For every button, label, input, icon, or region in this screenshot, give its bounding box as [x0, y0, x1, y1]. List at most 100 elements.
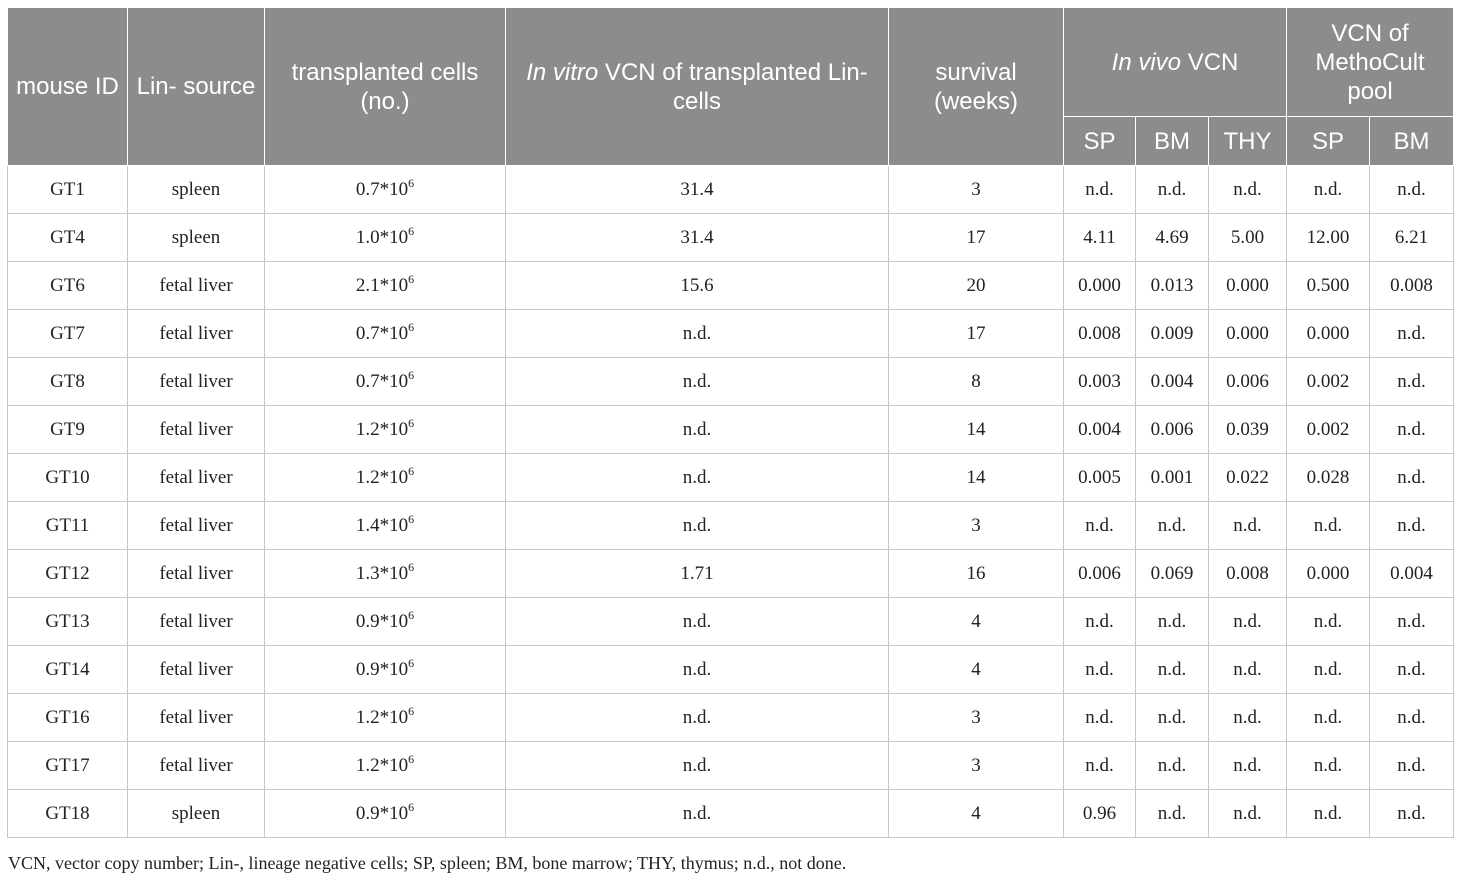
- cell-count-base: 0.9*10: [355, 802, 409, 824]
- cell-in-vivo-thy: 0.022: [1207, 453, 1288, 502]
- cell-transplanted-cells: 1.2*106: [264, 405, 506, 454]
- cell-in-vivo-sp: 0.003: [1063, 357, 1136, 406]
- cell-count-base: 2.1*10: [355, 274, 409, 296]
- cell-count-base: 1.2*10: [355, 418, 409, 440]
- table-row: GT14 fetal liver 0.9*106 n.d. 4 n.d. n.d. n.d. n…: [7, 645, 1455, 694]
- cell-transplanted-cells: 0.9*106: [264, 597, 506, 646]
- cell-count-base: 0.7*10: [355, 178, 409, 200]
- table-row: GT11 fetal liver 1.4*106 n.d. 3 n.d. n.d. n.d. n…: [7, 501, 1455, 550]
- table-body: GT1 spleen 0.7*106 31.4 3 n.d. n.d. n.d. n.d. n.d…: [7, 165, 1455, 838]
- header-in-vivo-rest: VCN: [1181, 48, 1239, 76]
- cell-transplanted-cells: 1.2*106: [264, 453, 506, 502]
- cell-in-vivo-bm: 0.013: [1135, 261, 1209, 310]
- cell-in-vivo-bm: 0.001: [1135, 453, 1209, 502]
- cell-in-vivo-bm: n.d.: [1135, 789, 1209, 838]
- cell-in-vitro-vcn: 31.4: [505, 165, 889, 214]
- cell-transplanted-cells: 1.2*106: [264, 693, 506, 742]
- cell-lin-source: fetal liver: [127, 309, 265, 358]
- cell-count-exponent: 6: [408, 175, 415, 190]
- table-row: GT12 fetal liver 1.3*106 1.71 16 0.006 0.069 0.…: [7, 549, 1455, 598]
- cell-transplanted-cells: 1.2*106: [264, 741, 506, 790]
- header-in-vivo-italic: In vivo: [1111, 48, 1182, 76]
- cell-methocult-bm: n.d.: [1369, 789, 1455, 838]
- cell-count-exponent: 6: [408, 655, 415, 670]
- table-footnote: VCN, vector copy number; Lin-, lineage n…: [8, 853, 847, 873]
- cell-count-exponent: 6: [408, 799, 415, 814]
- subheader-in-vivo-bm: BM: [1135, 116, 1209, 166]
- cell-mouse-id: GT6: [7, 261, 128, 310]
- cell-survival: 3: [888, 741, 1064, 790]
- cell-count-base: 0.9*10: [355, 610, 409, 632]
- cell-in-vitro-vcn: 1.71: [505, 549, 889, 598]
- cell-in-vivo-sp: n.d.: [1063, 693, 1136, 742]
- cell-mouse-id: GT13: [7, 597, 128, 646]
- cell-in-vivo-bm: n.d.: [1135, 501, 1209, 550]
- cell-count-base: 1.2*10: [355, 466, 409, 488]
- cell-count-exponent: 6: [408, 751, 415, 766]
- table-row: GT10 fetal liver 1.2*106 n.d. 14 0.005 0.001 0.…: [7, 453, 1455, 502]
- cell-lin-source: spleen: [127, 789, 265, 838]
- cell-methocult-bm: n.d.: [1369, 309, 1455, 358]
- cell-in-vivo-sp: 0.006: [1063, 549, 1136, 598]
- cell-lin-source: fetal liver: [127, 741, 265, 790]
- cell-survival: 8: [888, 357, 1064, 406]
- cell-mouse-id: GT4: [7, 213, 128, 262]
- table-row: GT18 spleen 0.9*106 n.d. 4 0.96 n.d. n.d. n.d. n.…: [7, 789, 1455, 838]
- cell-survival: 3: [888, 501, 1064, 550]
- header-in-vitro-vcn: In vitro VCN of transplanted Lin- cells: [505, 7, 889, 166]
- cell-methocult-sp: 0.028: [1286, 453, 1371, 502]
- cell-in-vivo-thy: 0.006: [1207, 357, 1288, 406]
- cell-lin-source: fetal liver: [127, 261, 265, 310]
- cell-mouse-id: GT18: [7, 789, 128, 838]
- cell-in-vitro-vcn: n.d.: [505, 645, 889, 694]
- cell-in-vitro-vcn: n.d.: [505, 453, 889, 502]
- cell-lin-source: fetal liver: [127, 501, 265, 550]
- cell-count-exponent: 6: [408, 319, 415, 334]
- cell-count-base: 1.4*10: [355, 514, 409, 536]
- cell-methocult-sp: 12.00: [1286, 213, 1371, 262]
- cell-methocult-bm: 0.008: [1369, 261, 1455, 310]
- cell-mouse-id: GT11: [7, 501, 128, 550]
- cell-methocult-sp: 0.000: [1286, 549, 1371, 598]
- cell-transplanted-cells: 1.4*106: [264, 501, 506, 550]
- cell-in-vitro-vcn: 15.6: [505, 261, 889, 310]
- table-container: mouse ID Lin- source transplanted cells …: [7, 7, 1455, 838]
- vcn-data-table: mouse ID Lin- source transplanted cells …: [7, 7, 1455, 838]
- cell-survival: 20: [888, 261, 1064, 310]
- cell-in-vivo-thy: n.d.: [1207, 501, 1288, 550]
- cell-lin-source: fetal liver: [127, 597, 265, 646]
- cell-count-base: 0.9*10: [355, 658, 409, 680]
- cell-in-vitro-vcn: n.d.: [505, 501, 889, 550]
- cell-methocult-bm: 0.004: [1369, 549, 1455, 598]
- cell-in-vivo-thy: 5.00: [1207, 213, 1288, 262]
- cell-survival: 3: [888, 165, 1064, 214]
- cell-in-vivo-bm: n.d.: [1135, 645, 1209, 694]
- cell-in-vivo-sp: n.d.: [1063, 165, 1136, 214]
- cell-methocult-bm: n.d.: [1369, 165, 1455, 214]
- table-row: GT17 fetal liver 1.2*106 n.d. 3 n.d. n.d. n.d. n…: [7, 741, 1455, 790]
- cell-transplanted-cells: 0.7*106: [264, 165, 506, 214]
- cell-survival: 14: [888, 453, 1064, 502]
- cell-in-vivo-bm: n.d.: [1135, 165, 1209, 214]
- cell-mouse-id: GT9: [7, 405, 128, 454]
- cell-in-vitro-vcn: n.d.: [505, 597, 889, 646]
- cell-methocult-sp: 0.002: [1286, 357, 1371, 406]
- cell-count-base: 1.2*10: [355, 754, 409, 776]
- subheader-in-vivo-sp: SP: [1063, 116, 1136, 166]
- cell-methocult-bm: n.d.: [1369, 645, 1455, 694]
- cell-in-vivo-sp: 4.11: [1063, 213, 1136, 262]
- table-row: GT13 fetal liver 0.9*106 n.d. 4 n.d. n.d. n.d. n…: [7, 597, 1455, 646]
- cell-survival: 4: [888, 789, 1064, 838]
- cell-count-exponent: 6: [408, 559, 415, 574]
- cell-count-exponent: 6: [408, 703, 415, 718]
- table-header: mouse ID Lin- source transplanted cells …: [7, 7, 1455, 166]
- cell-count-exponent: 6: [408, 415, 415, 430]
- cell-in-vivo-thy: n.d.: [1207, 597, 1288, 646]
- cell-survival: 16: [888, 549, 1064, 598]
- cell-in-vivo-bm: 0.009: [1135, 309, 1209, 358]
- table-row: GT6 fetal liver 2.1*106 15.6 20 0.000 0.013 0.0…: [7, 261, 1455, 310]
- cell-lin-source: fetal liver: [127, 453, 265, 502]
- cell-survival: 17: [888, 213, 1064, 262]
- cell-in-vitro-vcn: 31.4: [505, 213, 889, 262]
- subheader-methocult-sp: SP: [1286, 116, 1371, 166]
